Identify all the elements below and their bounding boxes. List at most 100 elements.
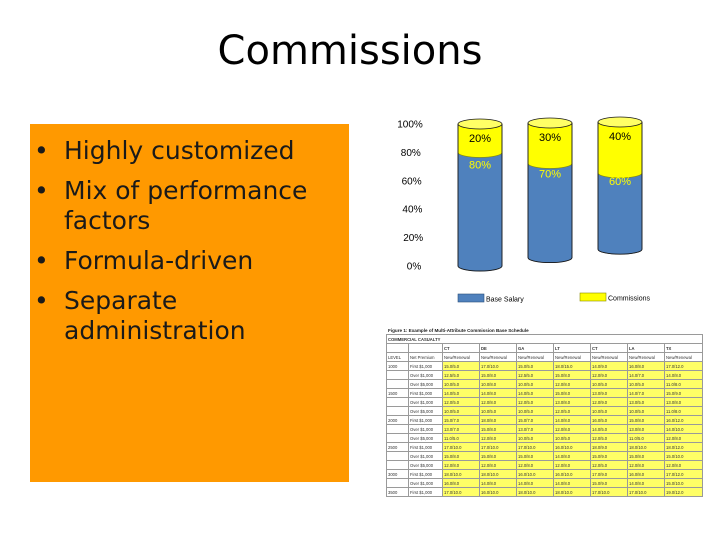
table-cell: 14.0/9.0 xyxy=(590,361,628,371)
table-cell: 14.0/8.0 xyxy=(516,478,554,488)
table-cell: 15.0/9.0 xyxy=(663,388,704,398)
base-data-label: 70% xyxy=(539,168,561,180)
table-cell: 10.0/5.0 xyxy=(627,406,665,416)
table-cell: 15.0/5.0 xyxy=(442,361,480,371)
commission-schedule-table-image: Figure 1: Example of Multi-Attribute Com… xyxy=(386,326,704,526)
table-cell: 14.0/8.0 xyxy=(553,451,591,461)
table-row: 3000 First $1,000 18.0/10.0 18.0/10.0 16.0/1… xyxy=(386,469,704,479)
bullet-list: • Highly customized • Mix of performance fa… xyxy=(30,124,349,346)
table-cell: 17.0/10.0 xyxy=(516,442,554,452)
table-cell: 18.0/10.0 xyxy=(553,487,591,497)
table-cell: First $1,000 xyxy=(408,442,443,452)
table-cell: 12.0/9.0 xyxy=(590,397,628,407)
table-cell: First $1,000 xyxy=(408,415,443,425)
bullet-text: Mix of performance factors xyxy=(64,176,308,235)
table-cell: 13.0/5.0 xyxy=(627,397,665,407)
table-cell: 10.0/5.0 xyxy=(516,379,554,389)
table-cell: LT xyxy=(553,343,591,353)
table-cell: 15.0/8.0 xyxy=(442,451,480,461)
table-cell: 15.0/8.0 xyxy=(479,424,517,434)
table-row: Over $1,000 13.0/7.0 15.0/8.0 13.0/7.0 12.0/… xyxy=(386,424,704,434)
table-cell: 18.0/12.0 xyxy=(663,442,704,452)
table-cell: 15.0/10.0 xyxy=(663,451,704,461)
table-cell xyxy=(386,460,409,470)
table-cell: 13.0/8.0 xyxy=(553,397,591,407)
table-cell: 10.0/5.0 xyxy=(516,406,554,416)
table-cell: 12.0/8.0 xyxy=(553,424,591,434)
table-section-row: COMMERCIAL CASUALTY xyxy=(386,334,704,344)
y-tick-label: 40% xyxy=(402,205,422,216)
table-cell: First $1,000 xyxy=(408,361,443,371)
table-cell: New/Renewal xyxy=(663,352,704,362)
table-cell: CT xyxy=(442,343,480,353)
table-cell xyxy=(386,478,409,488)
table-cell: 17.0/9.0 xyxy=(590,469,628,479)
table-cell: Over $1,000 xyxy=(408,424,443,434)
table-cell: 16.0/12.0 xyxy=(663,415,704,425)
table-cell: Over $1,000 xyxy=(408,370,443,380)
table-cell xyxy=(386,406,409,416)
table-row: 1500 First $1,000 14.0/5.0 14.0/8.0 14.0/5.0… xyxy=(386,388,704,398)
commission-data-label: 40% xyxy=(609,131,631,143)
table-cell: Over $5,000 xyxy=(408,433,443,443)
table-cell: 16.0/8.0 xyxy=(627,469,665,479)
table-cell: 12.0/8.0 xyxy=(627,460,665,470)
table-cell xyxy=(386,433,409,443)
table-cell: 16.0/5.0 xyxy=(590,415,628,425)
table-cell: 15.0/8.0 xyxy=(553,370,591,380)
table-row: CT DE GA LT CT LA TX xyxy=(386,343,704,353)
bullet-dot-icon: • xyxy=(34,136,49,165)
table-cell: New/Renewal xyxy=(627,352,665,362)
table-caption: Figure 1: Example of Multi-Attribute Com… xyxy=(388,328,529,333)
table-row: Over $5,000 11.0/5.0 12.0/8.0 10.0/5.0 10.0/… xyxy=(386,433,704,443)
table-row: 2500 First $1,000 17.0/10.0 17.0/10.0 17.0/1… xyxy=(386,442,704,452)
table-row: 1000 First $1,000 15.0/5.0 17.0/10.0 15.0/5.… xyxy=(386,361,704,371)
table-cell: 17.0/12.0 xyxy=(663,361,704,371)
table-cell: 18.0/15.0 xyxy=(553,361,591,371)
table-cell: 14.0/5.0 xyxy=(516,388,554,398)
table-cell: 1500 xyxy=(386,388,409,398)
table-cell: 18.0/10.0 xyxy=(479,469,517,479)
table-cell: 12.0/5.0 xyxy=(553,406,591,416)
table-cell: 12.0/8.0 xyxy=(479,460,517,470)
table-cell: First $1,000 xyxy=(408,388,443,398)
table-cell: 12.0/9.0 xyxy=(590,370,628,380)
table-cell: 15.0/9.0 xyxy=(590,478,628,488)
table-row: Over $1,000 12.5/5.0 15.0/8.0 12.5/5.0 15.0/… xyxy=(386,370,704,380)
table-cell: 11.0/8.0 xyxy=(663,406,704,416)
table-cell: 10.0/5.0 xyxy=(627,379,665,389)
table-cell: 12.0/8.0 xyxy=(663,460,704,470)
table-cell: Over $5,000 xyxy=(408,406,443,416)
table-cell: 14.0/7.0 xyxy=(627,388,665,398)
table-cell: 17.0/10.0 xyxy=(442,442,480,452)
base-data-label: 80% xyxy=(469,159,491,171)
table-cell: Over $1,000 xyxy=(408,478,443,488)
table-cell: 18.0/10.0 xyxy=(627,442,665,452)
table-row: 3500 First $1,000 17.0/10.0 16.0/10.0 18.0/1… xyxy=(386,487,704,497)
bullet-text: Highly customized xyxy=(64,136,295,165)
bullet-item: • Separate administration xyxy=(30,286,349,346)
bar-outline xyxy=(457,124,503,272)
table-cell xyxy=(386,379,409,389)
legend-swatch-base xyxy=(457,293,485,303)
table-cell: 14.0/8.0 xyxy=(663,370,704,380)
table-cell: First $1,000 xyxy=(408,469,443,479)
table-cell: Over $1,000 xyxy=(408,451,443,461)
table-cell: New/Renewal xyxy=(590,352,628,362)
table-cell: 10.0/5.0 xyxy=(442,406,480,416)
table-cell: TX xyxy=(663,343,704,353)
bar-outline xyxy=(597,122,643,255)
legend-swatch-commissions xyxy=(579,292,607,302)
table-row: 2000 First $1,000 15.0/7.0 18.0/8.0 15.0/7.0… xyxy=(386,415,704,425)
table-cell: 17.0/10.0 xyxy=(479,361,517,371)
table-cell: 11.0/5.0 xyxy=(627,433,665,443)
table-cell: Over $5,000 xyxy=(408,379,443,389)
table-cell: 10.0/5.0 xyxy=(442,379,480,389)
commission-data-label: 30% xyxy=(539,132,561,144)
table-cell: 12.0/8.0 xyxy=(516,460,554,470)
table-cell: New/Renewal xyxy=(442,352,480,362)
table-cell: 13.0/8.0 xyxy=(627,424,665,434)
bullet-text: Separate administration xyxy=(64,286,246,345)
table-row: Over $5,000 10.0/5.0 10.0/8.0 10.0/5.0 12.0/… xyxy=(386,379,704,389)
y-tick-label: 20% xyxy=(403,233,423,244)
